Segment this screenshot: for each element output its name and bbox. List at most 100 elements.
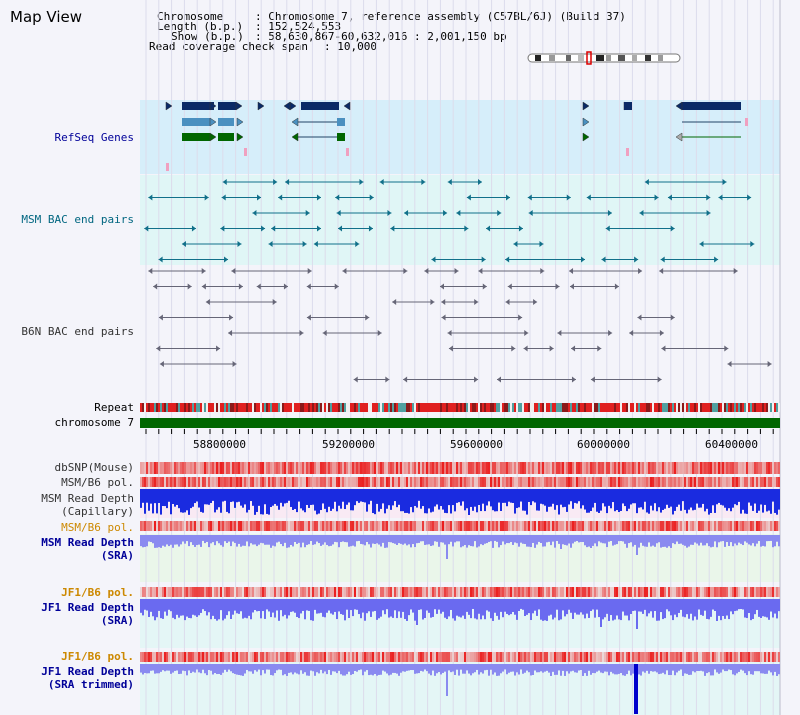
repeat-segment [416,403,418,412]
heat-cell [468,521,470,531]
heat-cell [452,652,454,662]
msm-read-depth-sra-label[interactable]: MSM Read Depth (SRA) [41,536,134,562]
read-depth-bar [360,489,362,502]
heat-cell [492,521,494,531]
read-depth-bar [302,599,304,611]
heat-cell [674,587,676,597]
repeat-segment [388,403,390,412]
dbsnp-label[interactable]: dbSNP(Mouse) [54,461,134,474]
read-depth-bar [170,535,172,545]
read-depth-bar [214,535,216,546]
heat-cell [410,477,412,487]
msm-bac-end-pairs-label[interactable]: MSM BAC end pairs [21,213,134,226]
b6n-bac-pair-end [229,314,234,321]
msm-bac-pair-end [660,256,665,263]
heat-cell [386,587,388,597]
read-depth-bar [656,664,658,673]
jf1-read-depth-sra-label[interactable]: JF1 Read Depth (SRA) [41,601,134,627]
read-depth-bar [164,489,166,507]
read-depth-bar [290,489,292,507]
repeat-segment [306,403,308,412]
heat-cell [242,521,244,531]
msm-bac-pair-end [644,179,649,185]
heat-cell [148,477,150,487]
read-depth-bar [726,489,728,511]
heat-cell [710,652,712,662]
read-depth-bar [474,489,476,507]
refseq-genes-label[interactable]: RefSeq Genes [54,131,134,144]
heat-cell [676,652,678,662]
repeat-segment [712,403,714,412]
heat-cell [632,652,634,662]
heat-cell [674,652,676,662]
repeat-segment [718,403,720,412]
read-depth-bar [346,664,348,675]
read-depth-bar [274,664,276,674]
msm-read-depth-capillary-label[interactable]: MSM Read Depth (Capillary) [41,492,134,518]
read-depth-bar [254,599,256,611]
read-depth-bar [276,599,278,611]
heat-cell [414,462,416,474]
axis-tick-label: 59600000 [450,438,503,451]
msm-bac-pair-end [338,225,343,232]
read-depth-bar [534,599,536,611]
heat-cell [538,587,540,597]
heat-cell [678,587,680,597]
read-depth-bar [658,535,660,543]
jf1-b6-pol-label-1[interactable]: JF1/B6 pol. [61,586,134,599]
read-depth-bar [256,599,258,612]
heat-cell [290,587,292,597]
heat-cell [488,521,490,531]
heat-cell [364,462,366,474]
read-depth-bar [516,535,518,544]
read-depth-bar [466,535,468,548]
read-depth-bar [350,489,352,511]
b6n-bac-end-pairs-label[interactable]: B6N BAC end pairs [21,325,134,338]
heat-cell [362,587,364,597]
read-depth-bar [486,664,488,670]
heat-cell [656,652,658,662]
repeat-segment [682,403,684,412]
read-depth-bar [616,599,618,616]
repeat-segment [588,403,590,412]
read-depth-bar [506,599,508,614]
read-depth-bar [692,664,694,672]
repeat-segment [510,403,512,412]
msm-b6-pol-label-2[interactable]: MSM/B6 pol. [61,521,134,534]
read-depth-bar [370,599,372,617]
heat-cell [742,462,744,474]
repeat-segment [252,403,254,412]
heat-cell [308,521,310,531]
heat-cell [506,587,508,597]
heat-cell [690,652,692,662]
heat-cell [360,587,362,597]
read-depth-bar [582,664,584,676]
repeat-segment [570,403,572,412]
repeat-segment [184,403,186,412]
read-depth-bar [686,535,688,548]
strand-arrow [257,101,265,111]
read-depth-bar [606,599,608,614]
read-depth-bar [150,599,152,612]
msm-b6-pol-label-1[interactable]: MSM/B6 pol. [61,476,134,489]
read-depth-bar [684,535,686,546]
heat-cell [184,652,186,662]
heat-cell [556,477,558,487]
msm-bac-pair-end [335,194,340,201]
heat-cell [184,587,186,597]
read-depth-bar [510,664,512,672]
read-depth-bar [672,599,674,621]
heat-cell [706,652,708,662]
heat-cell [450,477,452,487]
jf1-b6-pol-label-2[interactable]: JF1/B6 pol. [61,650,134,663]
read-depth-bar [222,599,224,621]
heat-cell [182,587,184,597]
heat-cell [224,477,226,487]
heat-cell [768,652,770,662]
repeat-segment [288,403,290,412]
read-depth-bar [494,599,496,613]
read-depth-bar [264,535,266,545]
jf1-read-depth-trimmed-label[interactable]: JF1 Read Depth (SRA trimmed) [41,665,134,691]
heat-cell [456,477,458,487]
